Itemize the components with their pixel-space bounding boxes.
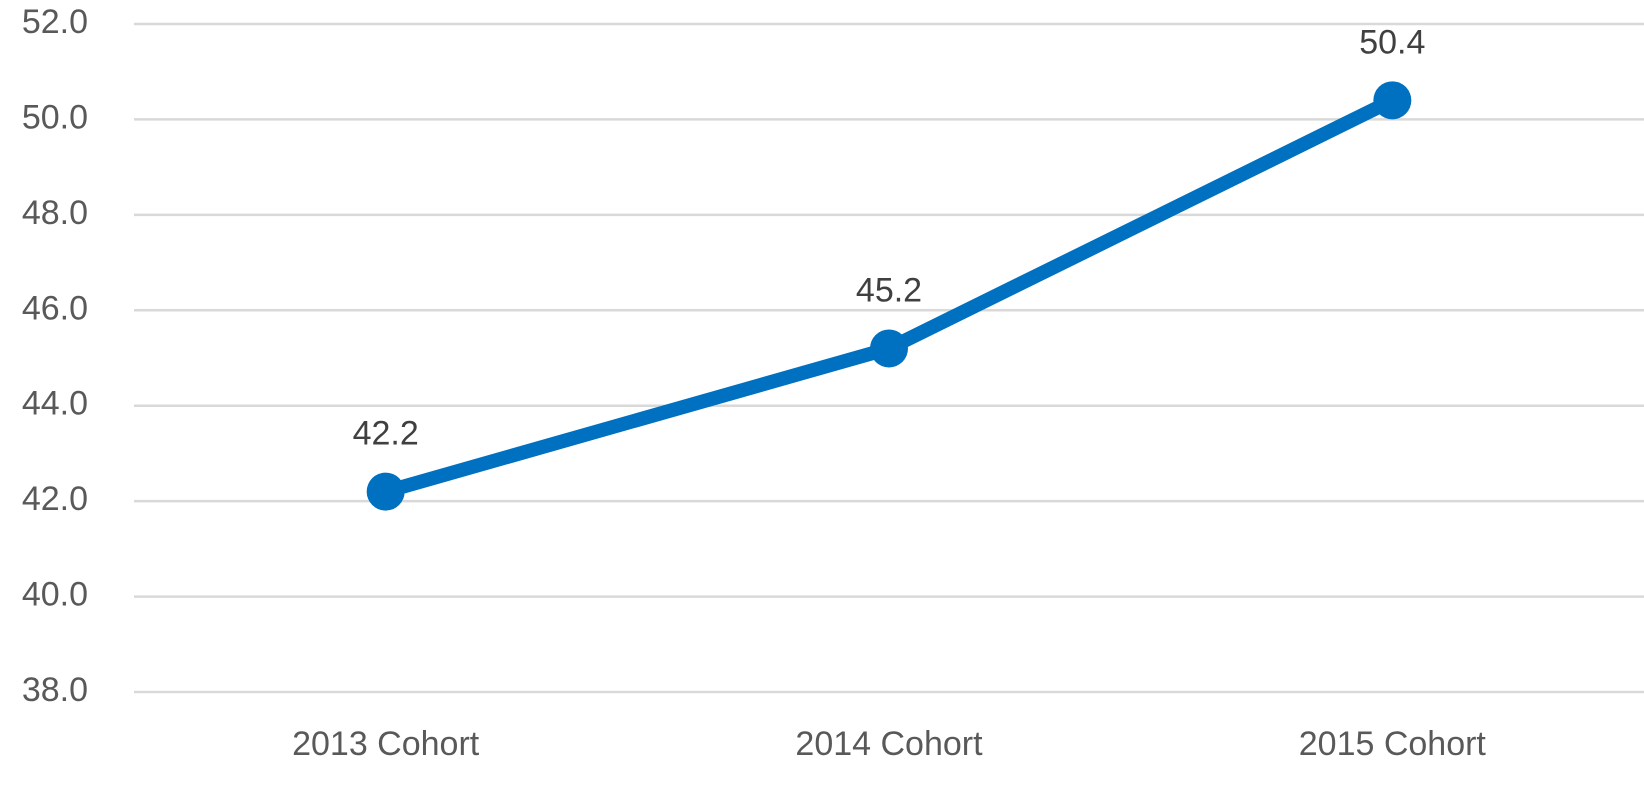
- y-tick-label: 44.0: [22, 385, 88, 423]
- x-tick-label: 2014 Cohort: [795, 725, 983, 763]
- y-tick-label: 42.0: [22, 480, 88, 518]
- y-tick-label: 48.0: [22, 194, 88, 232]
- x-tick-label: 2013 Cohort: [292, 725, 480, 763]
- data-label: 50.4: [1359, 23, 1425, 61]
- data-label: 45.2: [856, 271, 922, 309]
- data-point: [870, 329, 908, 368]
- y-tick-label: 50.0: [22, 98, 88, 136]
- y-tick-label: 40.0: [22, 576, 88, 614]
- data-point: [1373, 81, 1412, 120]
- data-point: [366, 472, 405, 511]
- y-tick-label: 52.0: [22, 3, 88, 41]
- y-tick-label: 46.0: [22, 289, 88, 327]
- x-tick-label: 2015 Cohort: [1299, 725, 1487, 763]
- y-tick-label: 38.0: [22, 671, 88, 709]
- data-label: 42.2: [353, 415, 419, 453]
